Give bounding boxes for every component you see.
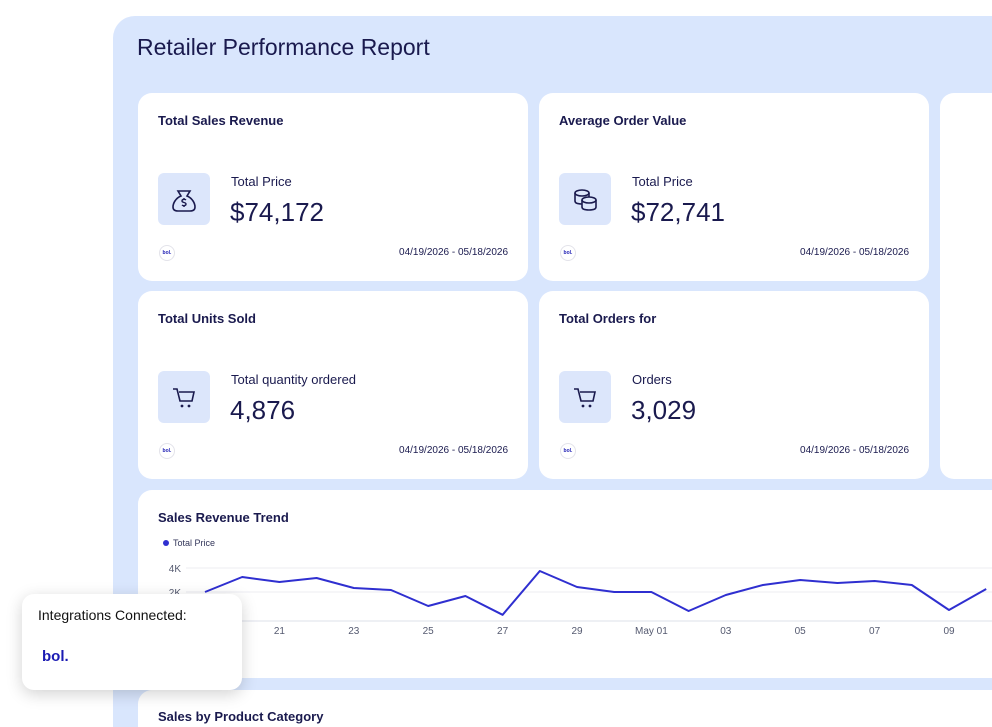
section-card: Sales by Product Category (138, 690, 992, 727)
x-tick-label: 21 (274, 626, 286, 637)
integration-logo: bol. (42, 648, 69, 665)
card-title: Total Sales Revenue (158, 113, 284, 128)
chart-card: Sales Revenue Trend (138, 490, 992, 678)
date-range: 04/19/2026 - 05/18/2026 (399, 247, 508, 258)
y-tick-label: 2K (169, 588, 182, 599)
metric-label: Total quantity ordered (231, 372, 357, 387)
chart-title: Sales Revenue Trend (158, 510, 289, 525)
y-tick-label: 4K (169, 564, 182, 575)
integrations-card: Integrations Connected: bol. (22, 594, 242, 690)
icon-glyph (574, 189, 597, 211)
report-title: Retailer Performance Report (137, 34, 430, 60)
source-logo: bol. (560, 245, 576, 261)
legend-marker (163, 540, 169, 546)
x-tick-label: May 01 (635, 626, 668, 637)
icon (559, 173, 611, 225)
metric-label: Orders (632, 372, 672, 387)
date-range: 04/19/2026 - 05/18/2026 (800, 445, 909, 456)
source-logo: bol. (159, 245, 175, 261)
x-tick-label: 03 (720, 626, 732, 637)
kpi-card: Total Sales Revenue Total Price $74,172 bol… (138, 93, 528, 281)
x-tick-label: 27 (497, 626, 509, 637)
integrations-title: Integrations Connected: (38, 607, 187, 623)
metric-value: 3,029 (631, 395, 697, 425)
icon (158, 371, 210, 423)
date-range: 04/19/2026 - 05/18/2026 (800, 247, 909, 258)
x-tick-label: 07 (869, 626, 881, 637)
icon (158, 173, 210, 225)
card-title: Total Orders for (559, 311, 657, 326)
date-range: 04/19/2026 - 05/18/2026 (399, 445, 508, 456)
legend-label: Total Price (173, 538, 215, 548)
x-tick-label: 23 (348, 626, 360, 637)
line-series (204, 570, 987, 616)
metric-label: Total Price (231, 174, 292, 189)
source-logo: bol. (560, 443, 576, 459)
section-title: Sales by Product Category (158, 709, 324, 724)
kpi-card: Total Orders for Orders 3,029 bol. 04/19/202… (539, 291, 929, 479)
icon (559, 371, 611, 423)
x-tick-label: 09 (943, 626, 955, 637)
metric-value: $72,741 (631, 197, 725, 227)
card (940, 93, 992, 479)
icon-glyph (173, 388, 195, 408)
kpi-card: Total Units Sold Total quantity ordered 4,… (138, 291, 528, 479)
kpi-card: Average Order Value Total Price $72,741 bol… (539, 93, 929, 281)
icon-glyph (574, 388, 596, 408)
x-tick-label: 29 (571, 626, 583, 637)
metric-value: 4,876 (230, 395, 296, 425)
icon-glyph (172, 190, 196, 212)
card-title: Average Order Value (559, 113, 687, 128)
x-tick-label: 05 (795, 626, 807, 637)
source-logo: bol. (159, 443, 175, 459)
card-title: Total Units Sold (158, 311, 256, 326)
x-tick-label: 25 (423, 626, 435, 637)
metric-label: Total Price (632, 174, 693, 189)
metric-value: $74,172 (230, 197, 324, 227)
